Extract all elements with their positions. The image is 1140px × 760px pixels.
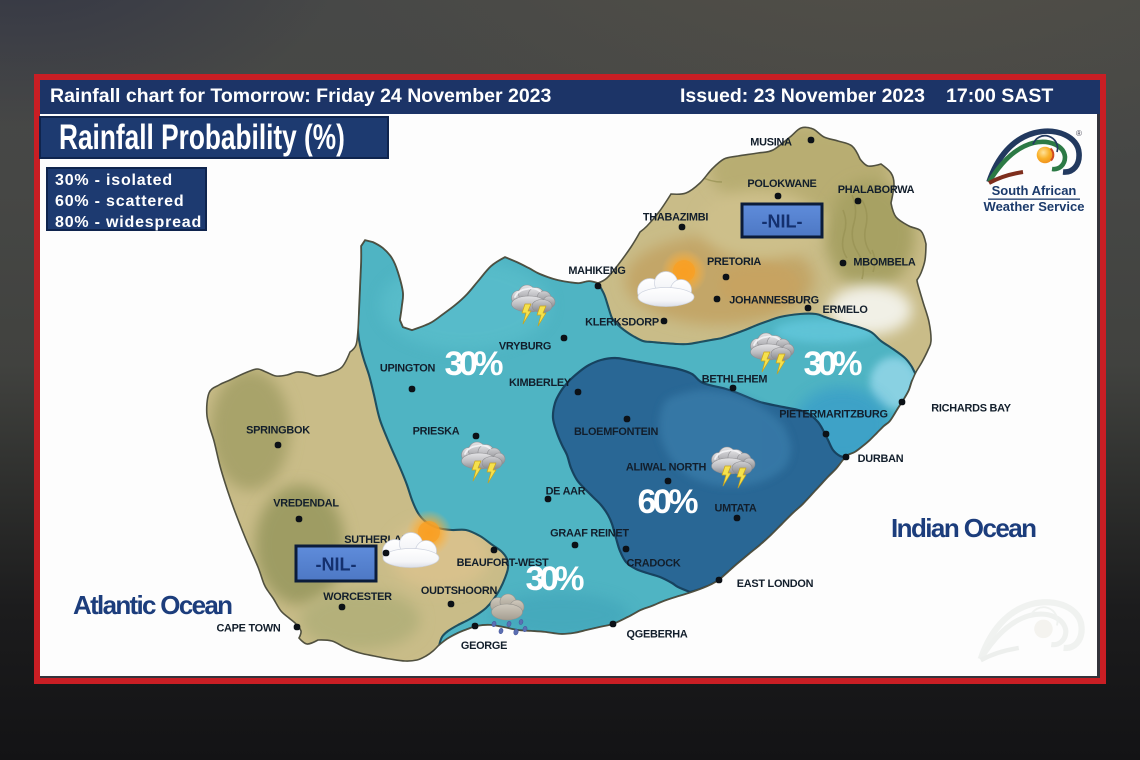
svg-text:VREDENDAL: VREDENDAL	[273, 498, 339, 510]
svg-text:QGEBERHA: QGEBERHA	[627, 629, 688, 641]
svg-text:DE AAR: DE AAR	[546, 486, 586, 498]
svg-text:POLOKWANE: POLOKWANE	[747, 178, 816, 190]
svg-text:BLOEMFONTEIN: BLOEMFONTEIN	[574, 426, 659, 438]
svg-text:-NIL-: -NIL-	[762, 212, 803, 232]
svg-text:Indian Ocean: Indian Ocean	[891, 513, 1037, 543]
svg-text:SPRINGBOK: SPRINGBOK	[246, 425, 310, 437]
svg-text:WORCESTER: WORCESTER	[323, 591, 392, 603]
svg-text:KIMBERLEY: KIMBERLEY	[509, 377, 572, 389]
svg-text:ERMELO: ERMELO	[822, 304, 868, 316]
svg-text:PIETERMARITZBURG: PIETERMARITZBURG	[779, 409, 888, 421]
svg-text:PRETORIA: PRETORIA	[707, 256, 761, 268]
svg-text:®: ®	[1076, 129, 1082, 138]
svg-text:PHALABORWA: PHALABORWA	[838, 184, 915, 196]
svg-text:KLERKSDORP: KLERKSDORP	[585, 317, 659, 329]
svg-text:DURBAN: DURBAN	[858, 453, 904, 465]
svg-text:30%: 30%	[445, 345, 504, 383]
svg-text:JOHANNESBURG: JOHANNESBURG	[729, 295, 819, 307]
svg-text:RICHARDS BAY: RICHARDS BAY	[931, 403, 1011, 415]
svg-text:GEORGE: GEORGE	[461, 640, 507, 652]
svg-text:THABAZIMBI: THABAZIMBI	[643, 212, 708, 224]
svg-text:OUDTSHOORN: OUDTSHOORN	[421, 585, 498, 597]
svg-text:EAST LONDON: EAST LONDON	[737, 578, 814, 590]
svg-text:Atlantic Ocean: Atlantic Ocean	[73, 590, 233, 620]
svg-text:30%: 30%	[526, 560, 585, 598]
svg-text:MBOMBELA: MBOMBELA	[853, 257, 916, 269]
svg-text:MUSINA: MUSINA	[750, 137, 792, 149]
svg-text:ALIWAL NORTH: ALIWAL NORTH	[626, 462, 707, 474]
svg-text:60%: 60%	[638, 483, 699, 521]
svg-text:CRADOCK: CRADOCK	[627, 558, 681, 570]
svg-text:MAHIKENG: MAHIKENG	[568, 265, 625, 277]
svg-text:UMTATA: UMTATA	[714, 503, 756, 515]
svg-text:-NIL-: -NIL-	[316, 555, 357, 575]
svg-text:CAPE TOWN: CAPE TOWN	[216, 623, 280, 635]
svg-text:Weather Service: Weather Service	[984, 199, 1085, 214]
svg-text:VRYBURG: VRYBURG	[499, 341, 551, 353]
svg-text:GRAAF REINET: GRAAF REINET	[550, 528, 629, 540]
svg-text:PRIESKA: PRIESKA	[413, 426, 460, 438]
svg-text:BETHLEHEM: BETHLEHEM	[702, 374, 768, 386]
svg-text:UPINGTON: UPINGTON	[380, 363, 436, 375]
svg-text:South African: South African	[992, 183, 1077, 198]
svg-text:BEAUFORT-WEST: BEAUFORT-WEST	[457, 557, 549, 569]
svg-text:30%: 30%	[804, 345, 863, 383]
